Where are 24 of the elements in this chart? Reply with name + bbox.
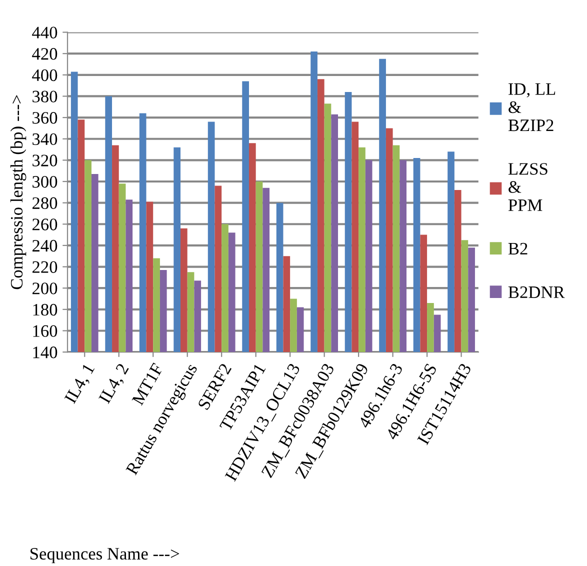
y-tick-label: 220: [32, 261, 58, 273]
legend-label: ID, LL & BZIP2: [508, 83, 556, 132]
legend-label: B2DNR: [508, 286, 565, 298]
y-tick-label: 380: [32, 90, 58, 102]
y-tick-label: 420: [32, 48, 58, 60]
y-tick-label: 280: [32, 197, 58, 210]
y-tick-label: 360: [32, 112, 58, 124]
y-axis-title: Compressio length (bp) --->: [10, 95, 26, 290]
y-tick-label: 200: [32, 282, 58, 294]
y-tick-label: 400: [32, 69, 58, 82]
y-tick-label: 440: [32, 26, 58, 38]
legend-label: LZSS & PPM: [508, 163, 548, 211]
y-tick-label: 140: [33, 346, 58, 358]
legend-label: B2: [508, 242, 528, 254]
y-tick-label: 340: [32, 133, 58, 146]
x-axis-title: Sequences Name --->: [30, 548, 180, 564]
x-tick-label: IL4, 1: [64, 362, 97, 406]
x-tick-label: IL4, 2: [98, 362, 132, 406]
y-tick-label: 160: [33, 325, 58, 337]
y-tick-label: 260: [32, 218, 58, 230]
y-tick-label: 240: [32, 240, 58, 252]
y-tick-label: 180: [33, 304, 58, 316]
y-tick-label: 300: [32, 176, 58, 188]
y-tick-label: 320: [32, 154, 58, 166]
